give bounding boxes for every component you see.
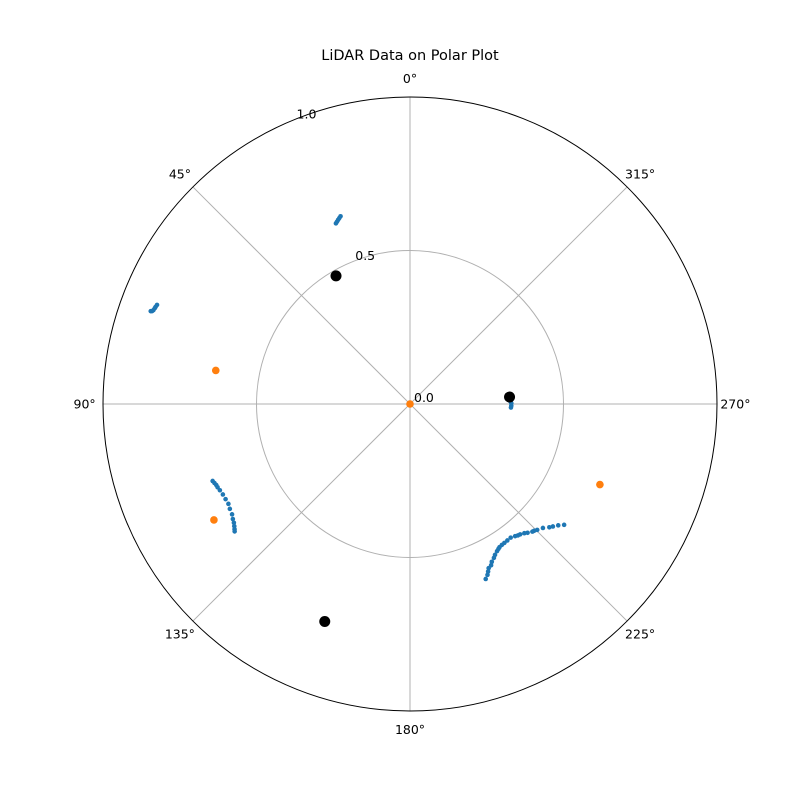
data-point: [485, 572, 490, 578]
data-point: [504, 391, 516, 403]
data-point: [226, 501, 231, 507]
data-point: [406, 400, 414, 408]
data-point: [550, 524, 556, 529]
data-point: [530, 529, 535, 534]
data-point: [561, 522, 567, 528]
data-point: [227, 506, 233, 512]
angle-tick-label: 135°: [165, 627, 195, 642]
data-point: [223, 496, 228, 502]
angle-tick-label: 45°: [169, 166, 191, 181]
series-1: [210, 478, 237, 534]
data-point: [540, 525, 546, 531]
angle-tick-label: 90°: [74, 397, 96, 412]
series-5: [319, 270, 516, 628]
polar-frame: [102, 96, 718, 712]
data-point: [596, 480, 604, 489]
data-point: [230, 516, 236, 522]
radial-gridline: [256, 250, 564, 558]
angle-tick-label: 180°: [395, 722, 425, 737]
angle-tick-label: 270°: [720, 397, 750, 412]
series-4: [210, 366, 604, 524]
grid-layer: [102, 96, 718, 712]
series-2: [483, 522, 567, 582]
angle-tick-label: 225°: [625, 627, 655, 642]
data-point: [494, 548, 500, 554]
data-point: [547, 524, 552, 530]
data-point: [154, 302, 160, 308]
angle-tick-label: 315°: [625, 166, 655, 181]
data-point: [522, 530, 527, 536]
angle-tick-label: 0°: [403, 71, 417, 86]
data-point: [512, 533, 518, 539]
series-0: [148, 213, 514, 410]
data-point: [491, 555, 497, 561]
data-point: [229, 512, 235, 517]
data-point: [508, 405, 514, 410]
data-point: [330, 270, 342, 282]
data-point: [217, 487, 223, 493]
data-point: [508, 535, 513, 540]
data-layer: [148, 213, 604, 628]
data-point: [232, 529, 237, 534]
radial-tick-label: 1.0: [297, 106, 317, 121]
label-layer: 0° 45° 90° 135° 180° 225° 270° 315° 0.0 0.5 1.0: [74, 71, 751, 737]
data-point: [338, 213, 343, 219]
data-point: [489, 559, 495, 565]
data-point: [220, 492, 226, 497]
data-point: [211, 366, 220, 375]
data-point: [555, 523, 561, 528]
radial-tick-label: 0.0: [414, 390, 434, 405]
chart-title: LiDAR Data on Polar Plot: [321, 48, 499, 64]
radial-tick-label: 0.5: [355, 248, 375, 263]
data-point: [319, 616, 331, 628]
data-point: [483, 576, 489, 582]
data-point: [210, 516, 218, 524]
